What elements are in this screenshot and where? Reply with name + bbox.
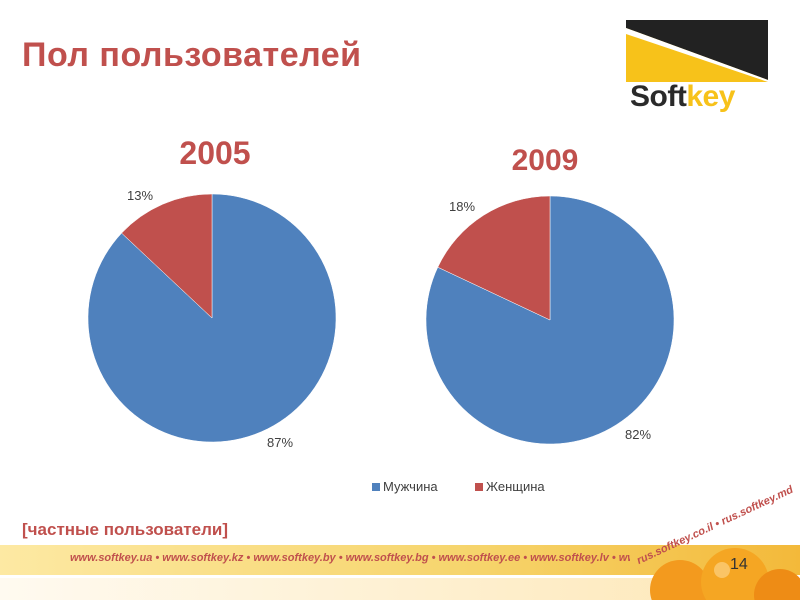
logo-text: Softkey bbox=[630, 80, 735, 113]
oranges-image bbox=[650, 548, 800, 600]
data-label: 13% bbox=[127, 188, 153, 203]
legend-swatch bbox=[372, 483, 380, 491]
data-label: 82% bbox=[625, 427, 651, 442]
pie-slice-female bbox=[437, 195, 551, 321]
bottom-strip bbox=[0, 578, 800, 600]
legend-swatch bbox=[475, 483, 483, 491]
footer-links: www.softkey.ua • www.softkey.kz • www.so… bbox=[70, 552, 630, 564]
pie-slice-female bbox=[121, 193, 213, 319]
page-title: Пол пользователей bbox=[22, 36, 362, 74]
page-number: 14 bbox=[730, 556, 748, 573]
data-label: 87% bbox=[267, 435, 293, 450]
pie-slice-male bbox=[87, 193, 337, 443]
data-label: 18% bbox=[449, 199, 475, 214]
subtitle: [частные пользователи] bbox=[22, 520, 228, 539]
legend-label: Мужчина bbox=[383, 479, 438, 494]
chart-title: 2005 bbox=[179, 135, 250, 171]
legend-label: Женщина bbox=[486, 479, 545, 494]
chart-title: 2009 bbox=[512, 144, 579, 177]
softkey-logo bbox=[626, 20, 768, 120]
